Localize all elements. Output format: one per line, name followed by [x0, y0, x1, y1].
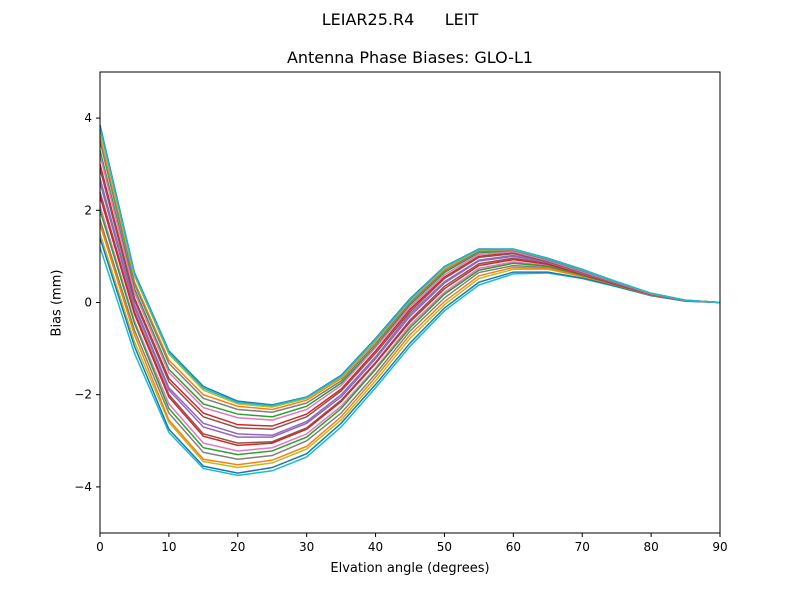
series-line-az-01	[99, 136, 721, 411]
chart-title: Antenna Phase Biases: GLO-L1	[286, 48, 534, 67]
figure-suptitle: LEIAR25.R4 LEIT	[321, 10, 479, 29]
series-line-az-11	[99, 223, 721, 466]
series-layer	[99, 124, 721, 477]
series-line-az-10	[99, 237, 721, 474]
y-tick-label: −2	[74, 388, 92, 402]
x-tick-label: 0	[96, 540, 104, 554]
x-tick-label: 10	[161, 540, 176, 554]
series-line-az-17	[99, 140, 721, 413]
x-tick-label: 80	[643, 540, 658, 554]
series-line-az-00	[99, 124, 721, 406]
y-tick-label: 0	[84, 296, 92, 310]
x-tick-label: 90	[712, 540, 727, 554]
y-tick-label: 4	[84, 111, 92, 125]
x-tick-label: 60	[506, 540, 521, 554]
x-tick-label: 70	[575, 540, 590, 554]
series-line-az-13	[99, 196, 721, 447]
x-tick-label: 50	[437, 540, 452, 554]
series-line-az-03	[99, 164, 721, 427]
x-axis: 0 10 20 30 40 50 60 70 80 90	[96, 533, 728, 554]
x-tick-label: 20	[230, 540, 245, 554]
series-line-az-19	[99, 127, 721, 407]
y-tick-label: −4	[74, 480, 92, 494]
y-tick-label: 2	[84, 203, 92, 217]
y-axis: −4 −2 0 2 4	[74, 111, 100, 494]
series-line-az-18	[99, 129, 721, 408]
x-tick-label: 40	[368, 540, 383, 554]
x-axis-label: Elvation angle (degrees)	[330, 561, 490, 576]
x-tick-label: 30	[299, 540, 314, 554]
y-axis-label: Bias (mm)	[49, 269, 65, 337]
series-line-az-12	[99, 210, 721, 456]
